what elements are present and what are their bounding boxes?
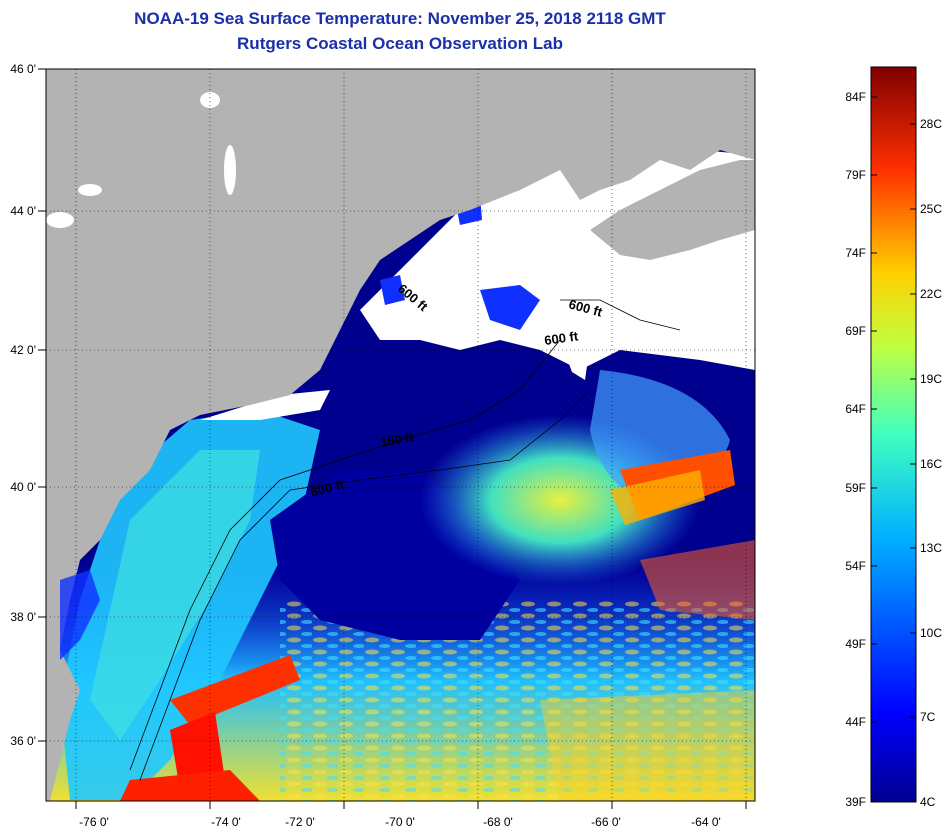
warm-patch-3: [120, 770, 260, 801]
cb-c-13: 13C: [920, 541, 942, 555]
colorbar: [870, 66, 917, 803]
lon-label-64: -64 0': [691, 815, 721, 829]
isobath-600ft: [139, 389, 591, 781]
cb-f-44: 44F: [845, 715, 866, 729]
land-nova-scotia: [590, 160, 755, 260]
lake-4: [46, 212, 74, 228]
warm-patch-east: [640, 540, 755, 620]
lon-label-72: -72 0': [285, 815, 315, 829]
cb-c-4: 4C: [920, 795, 936, 809]
cb-f-54: 54F: [845, 559, 866, 573]
isobath-150ft: [129, 339, 561, 771]
warm-patch-2: [170, 712, 225, 790]
lat-label-36: 36 0': [10, 734, 36, 748]
colorbar-ticks: [871, 96, 916, 723]
plot-frame: [45, 68, 756, 802]
isobath-gulf-maine: [560, 299, 681, 331]
lon-label-74: -74 0': [211, 815, 241, 829]
cb-c-16: 16C: [920, 457, 942, 471]
map-subtitle: Rutgers Coastal Ocean Observation Lab: [237, 34, 563, 53]
lat-label-46: 46 0': [10, 62, 36, 76]
lake-1: [200, 92, 220, 108]
lon-label-68: -68 0': [483, 815, 513, 829]
cb-f-69: 69F: [845, 324, 866, 338]
cb-c-7: 7C: [920, 710, 936, 724]
cb-c-25: 25C: [920, 202, 942, 216]
cb-f-39: 39F: [845, 795, 866, 809]
cb-c-19: 19C: [920, 372, 942, 386]
cb-f-74: 74F: [845, 246, 866, 260]
contour-label-4: 150 ft: [379, 429, 416, 450]
cb-f-64: 64F: [845, 402, 866, 416]
cb-f-49: 49F: [845, 637, 866, 651]
ripple-texture: [280, 600, 755, 801]
cloud-gap-1: [480, 285, 540, 330]
plot-area: 600 ft 600 ft 600 ft 150 ft 600 ft: [46, 69, 755, 801]
cb-c-22: 22C: [920, 287, 942, 301]
lon-label-66: -66 0': [591, 815, 621, 829]
warm-patch-south: [540, 690, 755, 801]
lake-2: [224, 145, 236, 195]
cb-f-79: 79F: [845, 168, 866, 182]
lat-label-38: 38 0': [10, 610, 36, 624]
cb-f-59: 59F: [845, 481, 866, 495]
lat-label-40: 40 0': [10, 480, 36, 494]
gulf-stream-edge: [610, 470, 705, 525]
cb-c-28: 28C: [920, 117, 942, 131]
lon-label-70: -70 0': [385, 815, 415, 829]
tick-marks: [38, 68, 747, 809]
cape-cod: [560, 335, 590, 380]
cloud-cover-coast: [200, 390, 330, 420]
map-title: NOAA-19 Sea Surface Temperature: Novembe…: [134, 9, 666, 28]
lat-label-42: 42 0': [10, 343, 36, 357]
cb-f-84: 84F: [845, 90, 866, 104]
chesapeake-bay: [60, 570, 100, 660]
lat-label-44: 44 0': [10, 204, 36, 218]
cloud-gap-2: [380, 275, 405, 305]
shelf-water-inner: [90, 450, 260, 740]
land-mass: [46, 69, 755, 801]
contour-label-3: 600 ft: [543, 328, 579, 348]
lon-label-76: -76 0': [79, 815, 109, 829]
lake-3: [78, 184, 102, 196]
warm-patch-1: [170, 655, 300, 725]
cb-c-10: 10C: [920, 626, 942, 640]
